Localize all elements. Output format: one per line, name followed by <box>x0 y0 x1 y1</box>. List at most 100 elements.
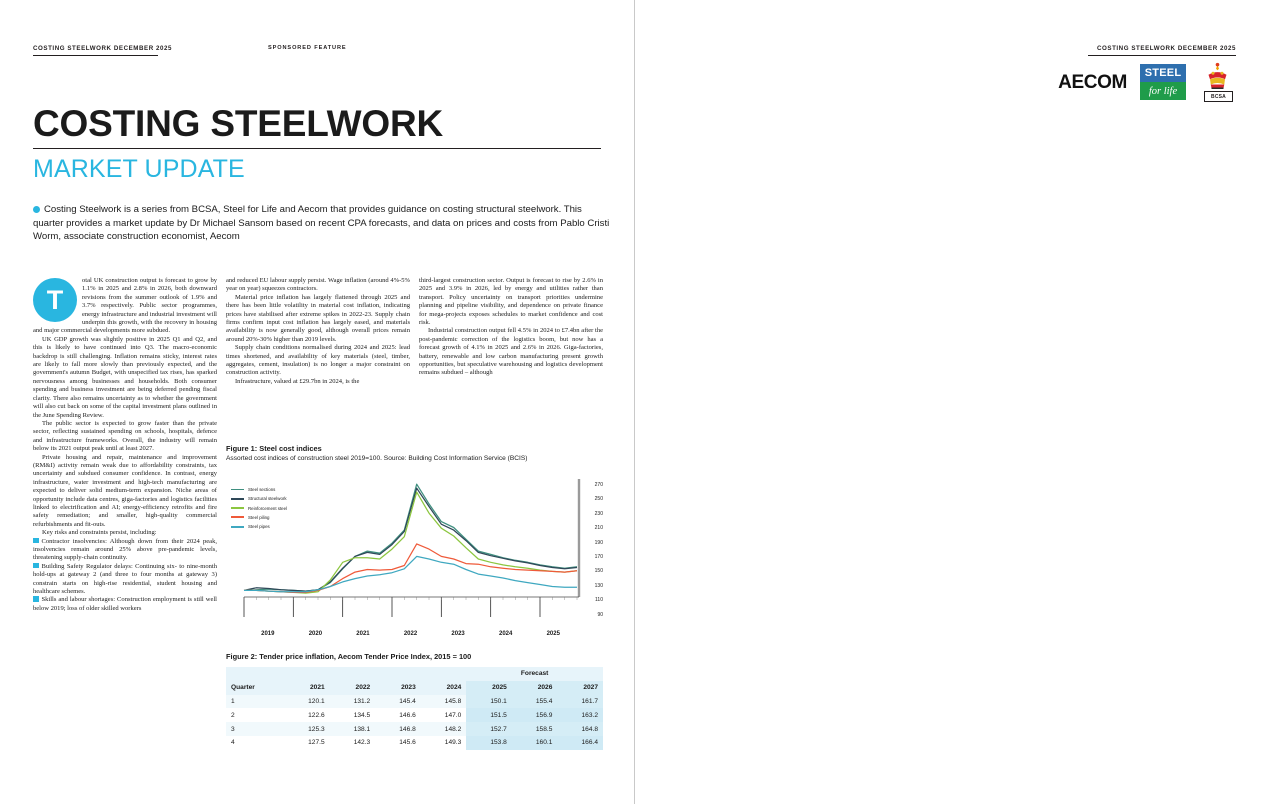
page-left: COSTING STEELWORK DECEMBER 2025 SPONSORE… <box>0 0 634 804</box>
body-column-1: T otal UK construction output is forecas… <box>33 277 217 782</box>
table-body: 1 120.1 131.2 145.4 145.8 150.1 155.4 161.7 2 122… <box>226 694 603 750</box>
blank-header <box>329 667 376 681</box>
bullet-dot-icon <box>33 206 40 213</box>
table-cell: 152.7 <box>466 722 512 736</box>
paragraph: otal UK construction output is forecast … <box>33 277 217 335</box>
legend-item: Steel sections <box>231 487 287 492</box>
y-tick-label: 190 <box>594 539 603 546</box>
series-steel-pipes <box>244 555 577 593</box>
risk-item: Building Safety Regulator delays: Contin… <box>33 562 217 597</box>
table-cell: 147.0 <box>444 711 462 719</box>
table-cell: 146.6 <box>399 711 416 719</box>
legend-item: Steel pipes <box>231 524 287 529</box>
y-axis-labels: 270 250 230 210 190 170 150 130 110 90 <box>581 481 603 625</box>
aecom-logo: AECOM <box>1058 71 1127 93</box>
paragraph: third-largest construction sector. Outpu… <box>419 277 603 327</box>
table-cell: 164.8 <box>557 722 603 736</box>
legend-label: Steel sections <box>248 487 276 492</box>
steel-for-life-top: STEEL <box>1140 64 1186 82</box>
figure-2: Figure 2: Tender price inflation, Aecom … <box>226 652 603 750</box>
x-year-label: 2019 <box>261 631 275 637</box>
paragraph: Material price inflation has largely fla… <box>226 293 410 343</box>
column-header: 2024 <box>420 680 467 695</box>
y-tick-label: 90 <box>597 611 603 618</box>
table-cell: 127.5 <box>308 739 325 747</box>
square-bullet-icon <box>33 562 39 569</box>
y-tick-label: 250 <box>594 496 603 503</box>
page-subtitle: MARKET UPDATE <box>33 155 245 183</box>
bcsa-wordmark: BCSA <box>1204 91 1233 102</box>
page-gutter <box>634 0 635 804</box>
column-header: 2027 <box>557 680 603 695</box>
risk-text: Building Safety Regulator delays: Contin… <box>33 562 217 596</box>
tender-price-index-table: Forecast Quarter 2021 2022 2023 2024 2025 2026… <box>226 667 603 750</box>
x-year-label: 2023 <box>451 631 465 637</box>
column-header: 2026 <box>511 680 558 695</box>
table-cell: 1 <box>231 697 235 705</box>
square-bullet-icon <box>33 537 39 544</box>
paragraph: and reduced EU labour supply persist. Wa… <box>226 277 410 293</box>
table-cell: 4 <box>231 739 235 747</box>
table-row: 3 125.3 138.1 146.8 148.2 152.7 158.5 164.8 <box>226 722 603 736</box>
paragraph: Private housing and repair, maintenance … <box>33 453 217 528</box>
table-cell: 120.1 <box>308 697 325 705</box>
table-cell: 163.2 <box>557 708 603 723</box>
steel-for-life-logo: STEEL for life <box>1140 64 1186 100</box>
page-title: COSTING STEELWORK <box>33 103 444 144</box>
table-cell: 158.5 <box>511 722 558 736</box>
table-cell: 151.5 <box>466 708 512 723</box>
column-header: Quarter <box>226 680 285 695</box>
y-tick-label: 170 <box>594 553 603 560</box>
table-cell: 148.2 <box>444 725 462 733</box>
blank-header <box>375 667 421 681</box>
running-head-left: COSTING STEELWORK DECEMBER 2025 <box>33 45 171 56</box>
drop-cap: T <box>33 278 77 322</box>
series-steel-sections <box>243 483 578 592</box>
figure-2-title: Figure 2: Tender price inflation, Aecom … <box>226 652 472 661</box>
paragraph: Supply chain conditions normalised durin… <box>226 344 410 377</box>
table-row-forecast-banner: Forecast <box>226 667 603 681</box>
table-cell: 2 <box>231 711 235 719</box>
steel-for-life-bottom: for life <box>1140 82 1186 100</box>
table-cell: 149.3 <box>444 739 462 747</box>
table-cell: 134.5 <box>353 711 371 719</box>
risk-text: Contractor insolvencies: Although down f… <box>33 537 217 562</box>
table-cell: 131.2 <box>353 697 371 705</box>
paragraph: The public sector is expected to grow fa… <box>33 419 217 453</box>
table-cell: 160.1 <box>511 735 558 750</box>
legend-item: Steel piling <box>231 515 287 520</box>
bcsa-crest-icon <box>1208 62 1227 89</box>
x-year-label: 2020 <box>308 631 323 637</box>
table-cell: 150.1 <box>466 694 512 709</box>
table-cell: 156.9 <box>511 708 558 723</box>
chart-legend: Steel sections Structural steelwork Reinfo… <box>231 487 287 533</box>
paragraph: Infrastructure, valued at £29.7bn in 202… <box>235 377 360 385</box>
column-header: 2022 <box>329 680 376 695</box>
square-bullet-icon <box>33 596 39 602</box>
table-cell: 146.8 <box>399 725 416 733</box>
x-axis-year-labels: 2019 2020 2021 2022 2023 2024 2025 <box>244 631 577 637</box>
body-column-3: third-largest construction sector. Outpu… <box>419 277 603 442</box>
y-tick-label: 110 <box>595 597 603 604</box>
paragraph: Industrial construction output fell 4.5%… <box>419 327 603 377</box>
body-column-2: and reduced EU labour supply persist. Wa… <box>226 277 410 442</box>
table-row: 4 127.5 142.3 145.6 149.3 153.8 160.1 166.4 <box>226 735 603 750</box>
y-tick-label: 210 <box>594 525 603 532</box>
title-rule <box>33 148 601 149</box>
figure-1-chart: Steel sections Structural steelwork Reinfo… <box>226 469 603 637</box>
bcsa-logo: BCSA <box>1199 62 1236 102</box>
y-tick-label: 130 <box>594 582 603 589</box>
table-cell: 3 <box>231 725 235 733</box>
column-header: 2023 <box>375 680 421 695</box>
column-header: 2021 <box>284 680 330 695</box>
table-cell: 125.3 <box>308 725 325 733</box>
sponsored-label-left: SPONSORED FEATURE <box>268 45 347 51</box>
table-cell: 145.4 <box>399 697 416 705</box>
legend-label: Structural steelwork <box>248 496 287 502</box>
steel-cost-indices-linechart <box>243 479 581 617</box>
risk-text: Skills and labour shortages: Constructio… <box>33 596 217 612</box>
x-year-label: 2024 <box>499 631 513 637</box>
legend-item: Structural steelwork <box>231 496 287 501</box>
series-structural-steelwork <box>243 487 578 592</box>
